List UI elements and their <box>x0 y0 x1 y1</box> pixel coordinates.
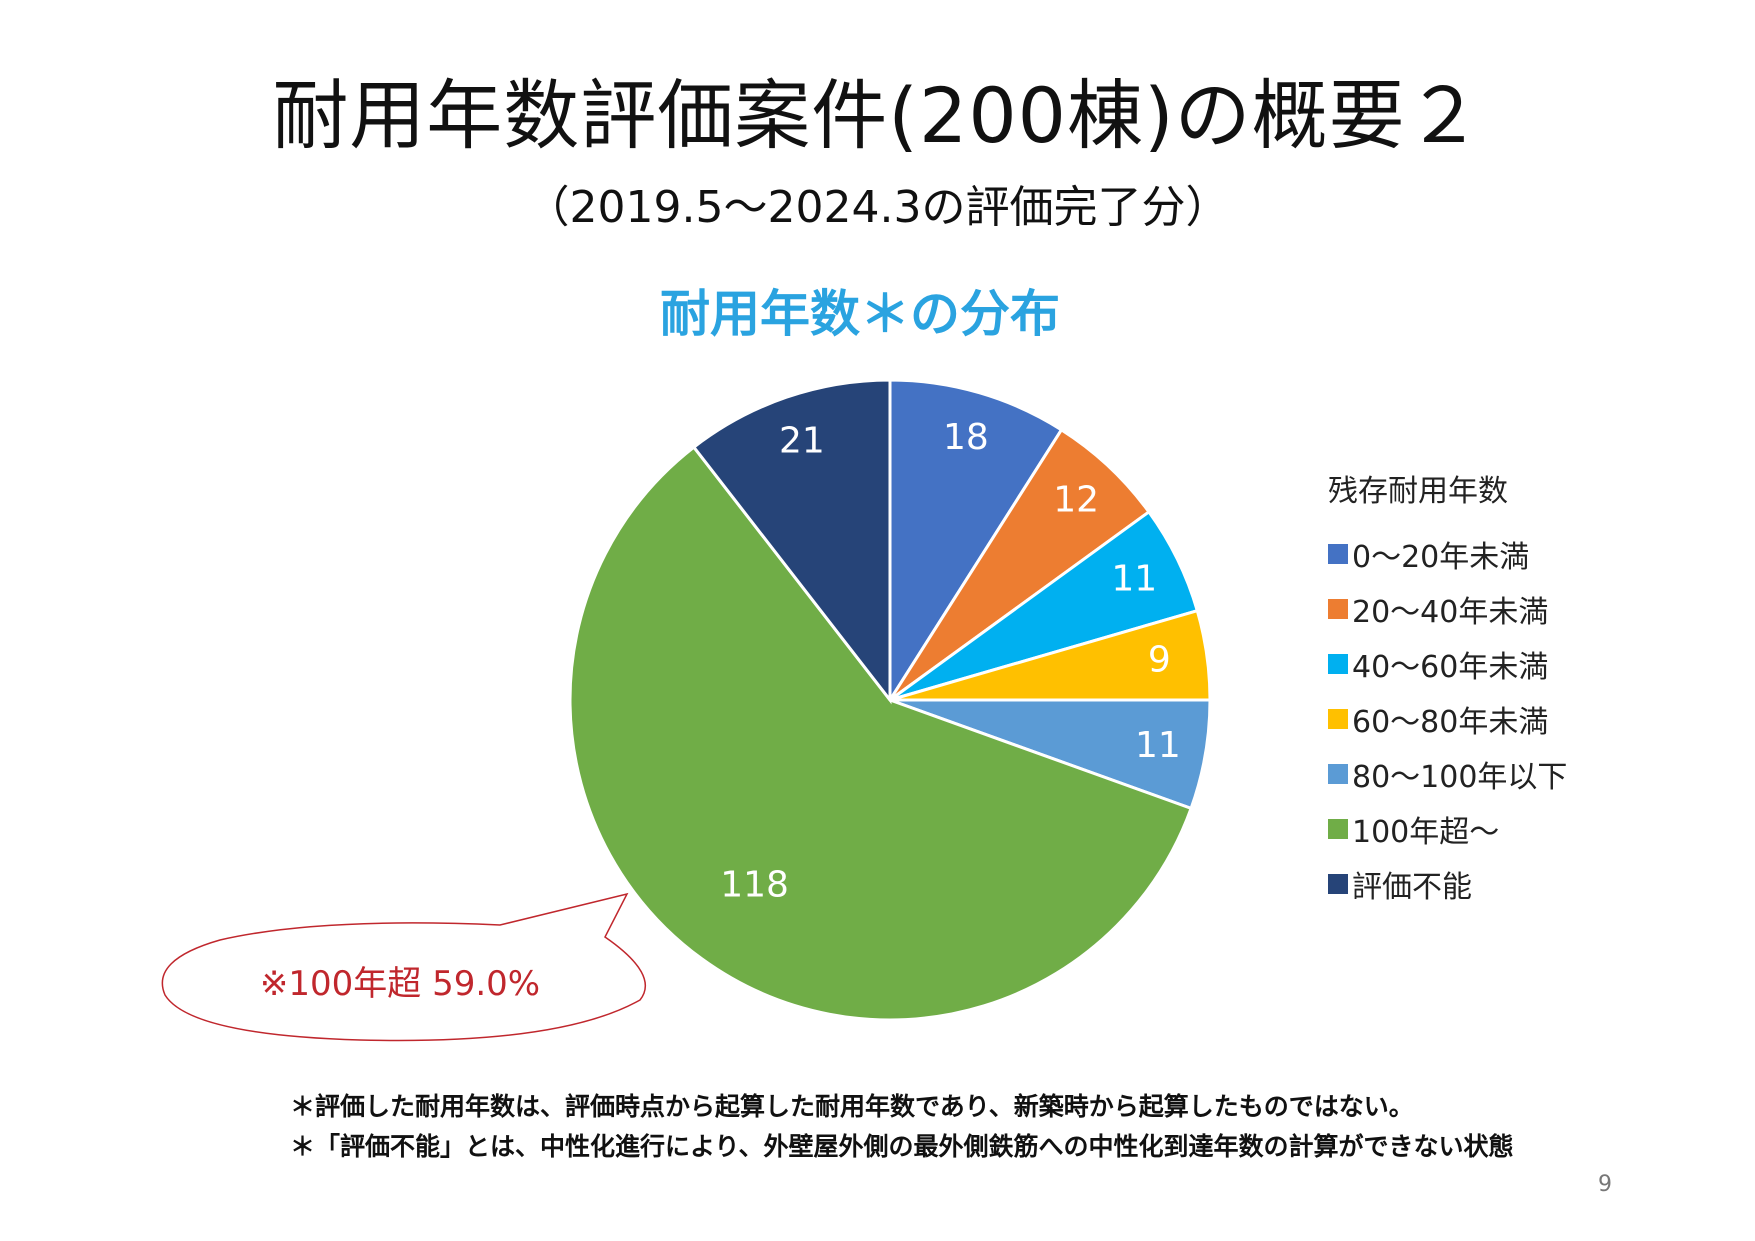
pie-slice-7 <box>691 378 892 705</box>
legend-item-2: 20～40年未満 <box>1328 581 1567 636</box>
footnote-2: ＊「評価不能」とは、中性化進行により、外壁屋外側の最外側鉄筋への中性化到達年数の… <box>290 1132 1514 1161</box>
slice-label-6: 118 <box>720 864 789 905</box>
page-subtitle: （2019.5～2024.3の評価完了分） <box>525 182 1230 233</box>
slice-label-1: 18 <box>943 417 989 458</box>
pie-slice-6 <box>568 445 1194 1022</box>
legend-swatch <box>1328 873 1348 894</box>
legend-swatch <box>1328 598 1348 619</box>
legend-label: 20～40年未満 <box>1352 594 1549 630</box>
legend-item-4: 60～80年未満 <box>1328 691 1567 746</box>
legend-item-1: 0～20年未満 <box>1328 526 1567 581</box>
legend-item-3: 40～60年未満 <box>1328 636 1567 691</box>
legend-swatch <box>1328 543 1348 564</box>
page-number: 9 <box>1598 1172 1612 1197</box>
slice-label-4: 9 <box>1148 640 1171 681</box>
legend-label: 評価不能 <box>1352 869 1472 905</box>
footnotes: ＊評価した耐用年数は、評価時点から起算した耐用年数であり、新築時から起算したもの… <box>290 1087 1514 1167</box>
legend-item-5: 80～100年以下 <box>1328 746 1567 801</box>
legend-swatch <box>1328 818 1348 839</box>
pie-slice-1 <box>888 378 1064 706</box>
pie-slice-2 <box>888 427 1151 702</box>
legend-swatch <box>1328 763 1348 784</box>
slice-label-5: 11 <box>1135 725 1181 766</box>
legend-label: 60～80年未満 <box>1352 704 1549 740</box>
legend-label: 100年超～ <box>1352 814 1500 850</box>
legend: 残存耐用年数 0～20年未満 20～40年未満 40～60年未満 60～80年未満 80… <box>1328 472 1567 911</box>
footnote-1: ＊評価した耐用年数は、評価時点から起算した耐用年数であり、新築時から起算したもの… <box>290 1092 1414 1121</box>
legend-label: 80～100年以下 <box>1352 759 1568 795</box>
slice-label-3: 11 <box>1111 558 1157 599</box>
legend-item-7: 評価不能 <box>1328 856 1567 911</box>
legend-label: 0～20年未満 <box>1352 539 1530 575</box>
slice-label-7: 21 <box>779 421 825 462</box>
callout-text: ※100年超 59.0% <box>259 964 541 1004</box>
legend-label: 40～60年未満 <box>1352 649 1549 685</box>
legend-swatch <box>1328 653 1348 674</box>
page-title: 耐用年数評価案件(200棟)の概要２ <box>272 71 1483 160</box>
legend-swatch <box>1328 708 1348 729</box>
legend-item-6: 100年超～ <box>1328 801 1567 856</box>
slice-label-2: 12 <box>1053 480 1099 521</box>
callout-bubble <box>161 892 646 1042</box>
legend-title: 残存耐用年数 <box>1328 474 1508 509</box>
chart-title: 耐用年数＊の分布 <box>660 285 1060 343</box>
